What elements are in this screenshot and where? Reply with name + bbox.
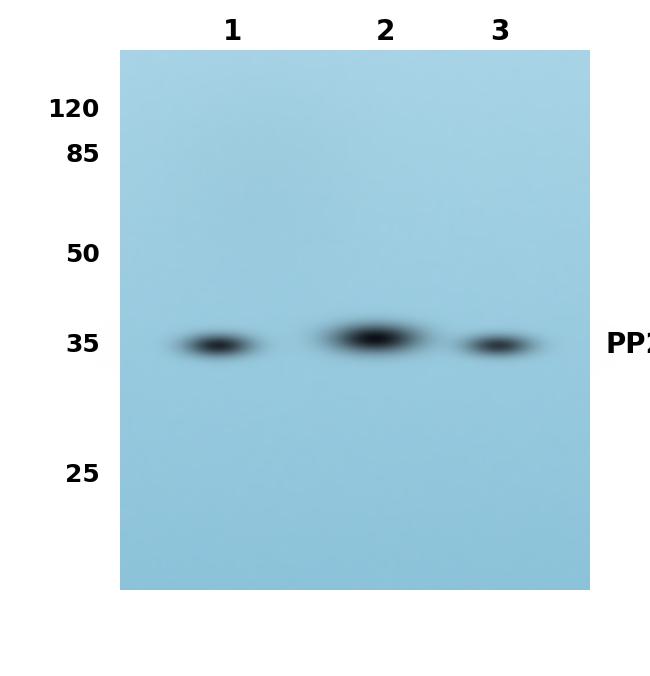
Text: 25: 25 xyxy=(65,463,100,487)
Text: 2: 2 xyxy=(375,18,395,46)
Text: 120: 120 xyxy=(47,98,100,122)
Text: 50: 50 xyxy=(65,243,100,267)
Text: 85: 85 xyxy=(65,143,100,167)
Text: 1: 1 xyxy=(224,18,242,46)
Text: PP2A-α: PP2A-α xyxy=(605,331,650,359)
Text: 35: 35 xyxy=(65,333,100,357)
Text: 3: 3 xyxy=(490,18,510,46)
